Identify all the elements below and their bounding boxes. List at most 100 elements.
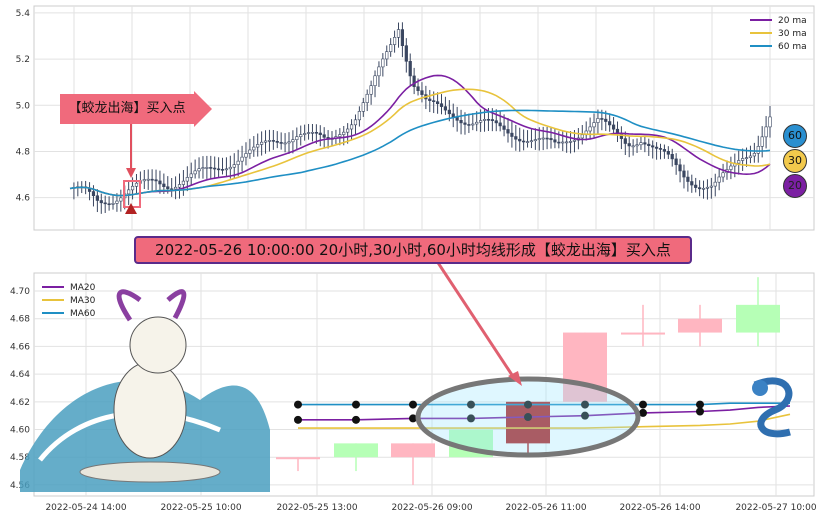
top-candle-body [631, 145, 635, 148]
top-candle-body [627, 143, 631, 147]
pointer-arrowhead-icon [126, 168, 136, 178]
top-candle-body [267, 140, 272, 142]
dragon-horns-icon [116, 289, 187, 322]
top-candle-body [678, 164, 682, 172]
top-candle-body [439, 103, 444, 107]
top-candle-body [549, 138, 553, 141]
top-candle-body [713, 181, 717, 187]
top-candle-body [146, 178, 150, 181]
top-candle-body [275, 141, 279, 143]
bottom-xtick-label: 2022-05-27 10:00 [735, 503, 816, 513]
top-candle-body [467, 124, 471, 126]
top-candle-body [134, 182, 139, 187]
top-ytick-label: 5.2 [16, 55, 30, 65]
bottom-ytick-label: 4.70 [10, 287, 30, 297]
top-candle-body [314, 132, 318, 134]
top-candle-body [373, 75, 377, 86]
top-candle-body [643, 142, 647, 145]
top-candle-body [353, 119, 358, 126]
bottom-xtick-label: 2022-05-26 14:00 [619, 503, 700, 513]
top-candle-body [142, 179, 146, 182]
signal-banner: 2022-05-26 10:00:00 20小时,30小时,60小时均线形成【蛟… [134, 236, 692, 264]
ma-point-marker [696, 400, 704, 409]
bottom-ytick-label: 4.66 [10, 342, 30, 352]
ma-point-marker [294, 415, 302, 424]
top-legend-label: 20 ma [778, 16, 807, 26]
top-candle-body [185, 177, 189, 182]
bottom-legend-label: MA20 [70, 283, 96, 293]
top-candle-body [130, 185, 135, 191]
top-candle-body [385, 51, 389, 60]
ma-point-marker [639, 408, 647, 417]
top-candle-body [666, 151, 670, 155]
top-candle-body [416, 86, 420, 91]
bottom-xtick-label: 2022-05-24 14:00 [45, 503, 126, 513]
top-candle-body [162, 183, 166, 188]
top-candle-body [752, 153, 756, 157]
top-candle-body [608, 121, 612, 126]
top-candle-body [103, 202, 107, 205]
ma30-badge: 30 [783, 149, 807, 173]
top-candle-body [349, 124, 354, 130]
top-candle-body [310, 132, 315, 134]
signal-highlight-ellipse [415, 376, 641, 458]
top-candle-body [181, 180, 186, 185]
top-candle-body [568, 141, 573, 143]
top-candle-body [189, 173, 193, 178]
ma-point-marker [639, 400, 647, 409]
top-candle-body [463, 122, 467, 125]
bottom-ytick-label: 4.60 [10, 426, 30, 436]
top-candle-body [565, 141, 569, 144]
top-candle-body [177, 184, 182, 188]
top-candle-body [506, 129, 510, 134]
top-candle-body [744, 157, 749, 159]
dog-surfer-illustration [20, 289, 270, 492]
top-candle-body [404, 45, 408, 62]
bottom-ytick-label: 4.64 [10, 370, 30, 380]
top-candle-body [502, 125, 506, 130]
top-candle-body [741, 158, 745, 161]
top-candle-body [682, 170, 686, 178]
top-candle-body [447, 109, 451, 115]
top-candle-body [220, 169, 225, 171]
bottom-candle-body [621, 332, 665, 335]
top-candle-body [377, 66, 381, 77]
bottom-ytick-label: 4.58 [10, 453, 30, 463]
top-candle-body [686, 176, 690, 182]
top-candle-body [580, 134, 584, 139]
top-candle-body [432, 100, 436, 102]
bottom-candle-body [506, 401, 550, 444]
top-candle-body [201, 167, 205, 170]
top-candle-body [166, 186, 170, 190]
top-candle-body [717, 176, 721, 183]
top-candle-body [662, 149, 667, 152]
top-candle-body [150, 178, 154, 181]
top-candle-body [408, 60, 412, 77]
dog-head-icon [129, 316, 187, 374]
top-candle-body [482, 119, 487, 121]
top-candle-body [299, 134, 303, 138]
top-candle-body [729, 165, 733, 170]
top-candle-body [561, 141, 565, 144]
top-candle-body [400, 29, 405, 46]
top-candle-body [232, 164, 236, 168]
top-candle-body [99, 200, 103, 204]
top-candle-body [127, 189, 131, 195]
top-candle-body [674, 158, 678, 166]
top-candle-body [600, 118, 604, 120]
top-candle-body [295, 136, 299, 140]
dragon-head-icon [752, 380, 768, 396]
top-candle-body [604, 118, 608, 122]
top-candle-body [498, 122, 502, 127]
top-candle-body [611, 124, 616, 130]
top-candle-body [709, 185, 713, 188]
top-candle-body [369, 85, 373, 95]
top-candle-body [381, 58, 385, 68]
top-candle-body [306, 132, 311, 134]
buy-triangle-icon [125, 203, 137, 214]
bottom-xtick-label: 2022-05-25 10:00 [160, 503, 241, 513]
top-legend-label: 60 ma [778, 42, 807, 52]
top-candle-body [357, 111, 361, 121]
ma-point-marker [696, 407, 704, 416]
ma-point-marker [294, 400, 302, 409]
